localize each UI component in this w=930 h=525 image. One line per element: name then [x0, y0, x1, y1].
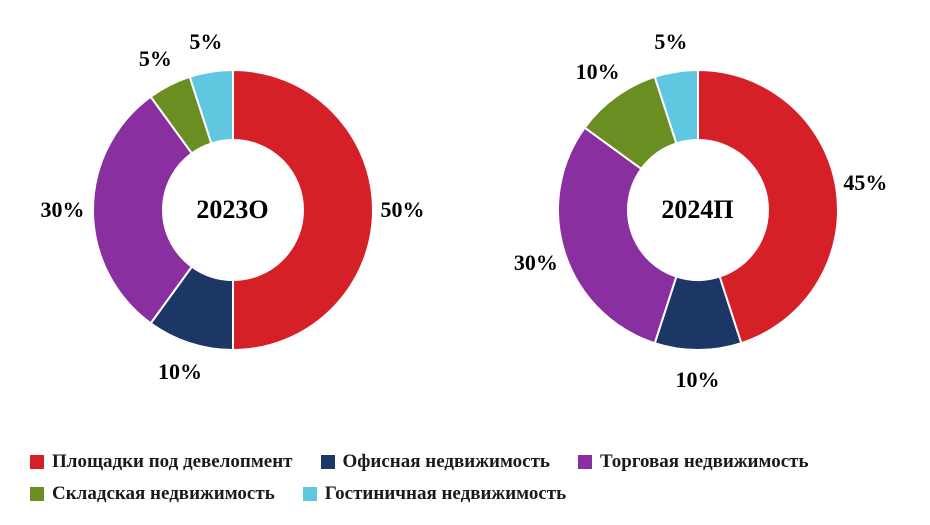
slice-label: 45%: [843, 170, 887, 196]
slice-label: 10%: [676, 367, 720, 393]
legend-item: Офисная недвижимость: [321, 451, 550, 473]
slice-label: 50%: [381, 197, 425, 223]
slice-label: 30%: [41, 197, 85, 223]
slice-label: 5%: [139, 46, 172, 72]
chart-center-label: 2023О: [196, 195, 268, 225]
legend-swatch: [578, 455, 592, 469]
legend: Площадки под девелопмент Офисная недвижим…: [30, 451, 900, 505]
slice-label: 5%: [654, 29, 687, 55]
legend-swatch: [30, 487, 44, 501]
legend-label: Складская недвижимость: [52, 483, 275, 505]
legend-label: Гостиничная недвижимость: [325, 483, 566, 505]
legend-item: Гостиничная недвижимость: [303, 483, 566, 505]
slice-label: 30%: [514, 250, 558, 276]
slice-label: 5%: [189, 29, 222, 55]
legend-item: Торговая недвижимость: [578, 451, 809, 473]
donut-chart-2024: 2024П 45% 10% 30% 10% 5%: [488, 30, 908, 390]
donut-slice: [558, 128, 676, 343]
legend-swatch: [303, 487, 317, 501]
slice-label: 10%: [576, 59, 620, 85]
legend-label: Офисная недвижимость: [343, 451, 550, 473]
legend-swatch: [321, 455, 335, 469]
legend-label: Площадки под девелопмент: [52, 451, 293, 473]
slice-label: 10%: [158, 359, 202, 385]
legend-item: Складская недвижимость: [30, 483, 275, 505]
legend-swatch: [30, 455, 44, 469]
legend-label: Торговая недвижимость: [600, 451, 809, 473]
charts-row: 2023О 50% 10% 30% 5% 5% 2024П 45% 10% 30% 10% 5%: [0, 0, 930, 400]
donut-chart-2023: 2023О 50% 10% 30% 5% 5%: [23, 30, 443, 390]
chart-center-label: 2024П: [661, 195, 733, 225]
legend-item: Площадки под девелопмент: [30, 451, 293, 473]
